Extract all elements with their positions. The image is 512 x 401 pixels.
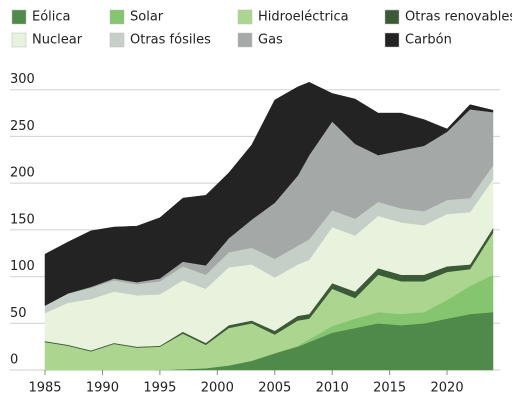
x-tick-label: 2010 [316, 381, 349, 396]
y-tick-label: 250 [10, 119, 35, 134]
y-tick-label: 0 [10, 353, 18, 368]
legend-label: Carbón [405, 33, 452, 48]
y-tick-label: 100 [10, 259, 35, 274]
x-tick-label: 2015 [373, 381, 406, 396]
x-tick-label: 1985 [28, 381, 61, 396]
legend-swatch [237, 32, 253, 48]
legend-label: Hidroeléctrica [258, 10, 349, 25]
legend-label: Solar [130, 10, 164, 25]
x-tick-label: 2005 [258, 381, 291, 396]
x-tick-label: 2000 [201, 381, 234, 396]
legend-swatch [109, 9, 125, 25]
y-tick-label: 200 [10, 166, 35, 181]
legend-swatch [11, 32, 27, 48]
legend-swatch [384, 32, 400, 48]
legend-label: Otras renovables [405, 10, 512, 25]
legend-label: Otras fósiles [130, 33, 211, 48]
y-tick-label: 300 [10, 72, 35, 87]
legend-label: Gas [258, 33, 283, 48]
legend-swatch [384, 9, 400, 25]
y-tick-label: 150 [10, 212, 35, 227]
legend-swatch [109, 32, 125, 48]
x-tick-label: 2020 [431, 381, 464, 396]
x-tick-label: 1995 [143, 381, 176, 396]
legend-swatch [237, 9, 253, 25]
area [44, 81, 494, 306]
legend-label: Nuclear [32, 33, 83, 48]
y-tick-label: 50 [10, 306, 27, 321]
legend-label: Eólica [32, 10, 71, 25]
legend-swatch [11, 9, 27, 25]
x-tick-label: 1990 [86, 381, 119, 396]
